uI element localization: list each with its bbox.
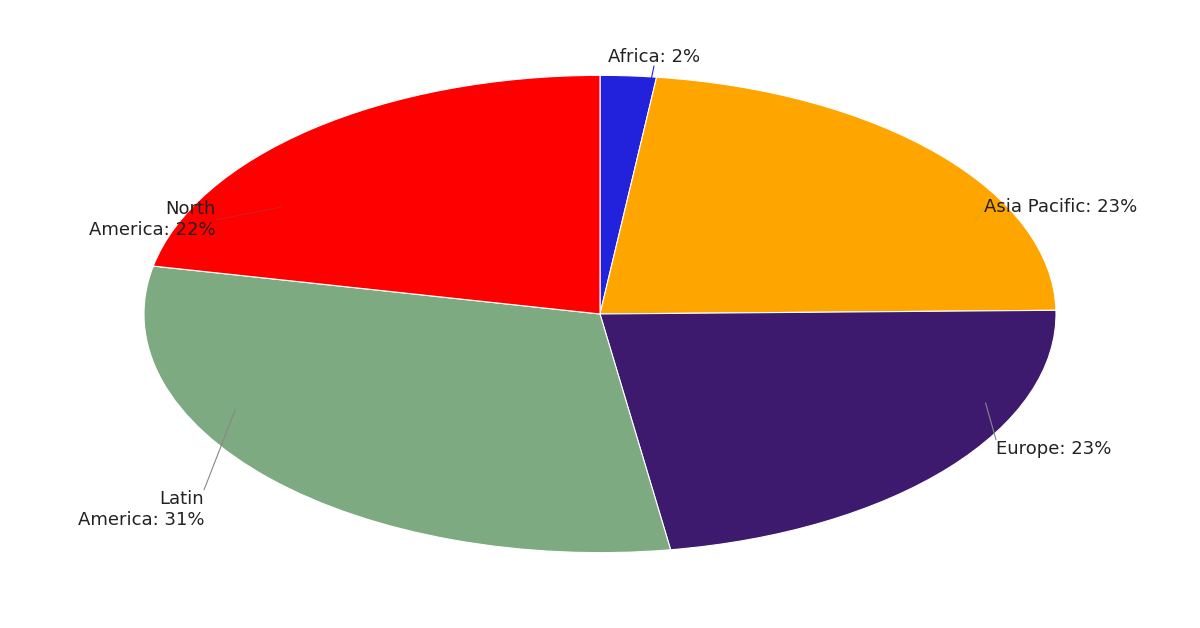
Wedge shape	[600, 310, 1056, 550]
Text: Asia Pacific: 23%: Asia Pacific: 23%	[984, 198, 1138, 216]
Text: North
America: 22%: North America: 22%	[89, 200, 216, 239]
Text: Africa: 2%: Africa: 2%	[608, 48, 700, 66]
Wedge shape	[154, 75, 600, 314]
Text: Europe: 23%: Europe: 23%	[996, 440, 1111, 458]
Wedge shape	[600, 75, 656, 314]
Wedge shape	[144, 266, 671, 553]
Wedge shape	[600, 77, 1056, 314]
Text: Latin
America: 31%: Latin America: 31%	[78, 490, 204, 529]
